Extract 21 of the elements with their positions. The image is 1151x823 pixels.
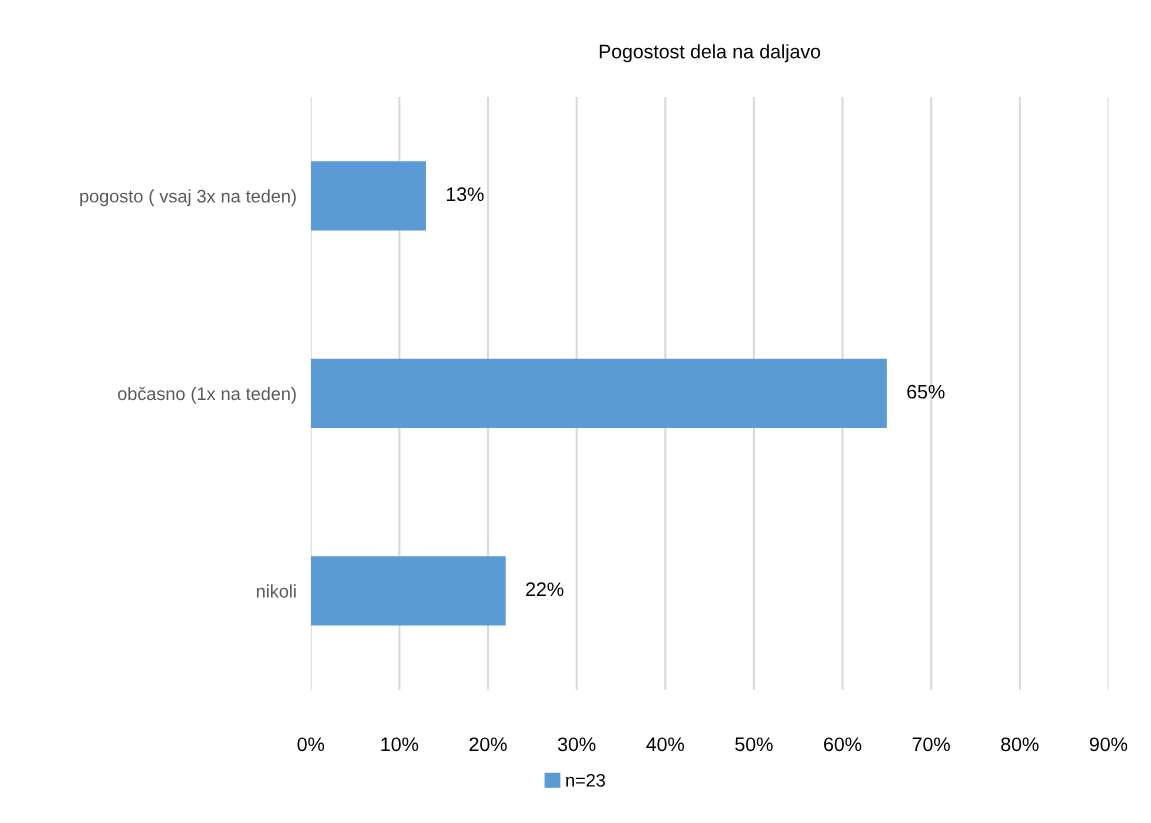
x-tick-label: 20% bbox=[469, 737, 507, 752]
y-tick-label: nikoli bbox=[256, 584, 296, 598]
x-tick-label: 80% bbox=[1001, 737, 1039, 752]
y-tick-label: pogosto ( vsaj 3x na teden) bbox=[80, 189, 296, 207]
y-tick-label: občasno (1x na teden) bbox=[117, 386, 296, 404]
x-tick-label: 0% bbox=[297, 737, 325, 752]
bar bbox=[310, 161, 426, 231]
chart-title: Pogostost dela na daljavo bbox=[599, 44, 821, 63]
data-label: 22% bbox=[526, 582, 564, 597]
x-tick-label: 90% bbox=[1089, 737, 1128, 752]
legend-label: n=23 bbox=[566, 773, 605, 787]
x-tick-label: 30% bbox=[557, 737, 596, 752]
x-tick-label: 70% bbox=[912, 737, 950, 752]
x-tick-label: 60% bbox=[824, 737, 862, 752]
bar bbox=[310, 556, 506, 626]
x-tick-label: 50% bbox=[735, 737, 773, 752]
x-tick-label: 40% bbox=[646, 737, 685, 752]
data-label: 13% bbox=[446, 187, 484, 202]
x-tick-label: 10% bbox=[381, 737, 419, 752]
data-label: 65% bbox=[907, 384, 945, 399]
bar bbox=[310, 358, 887, 428]
